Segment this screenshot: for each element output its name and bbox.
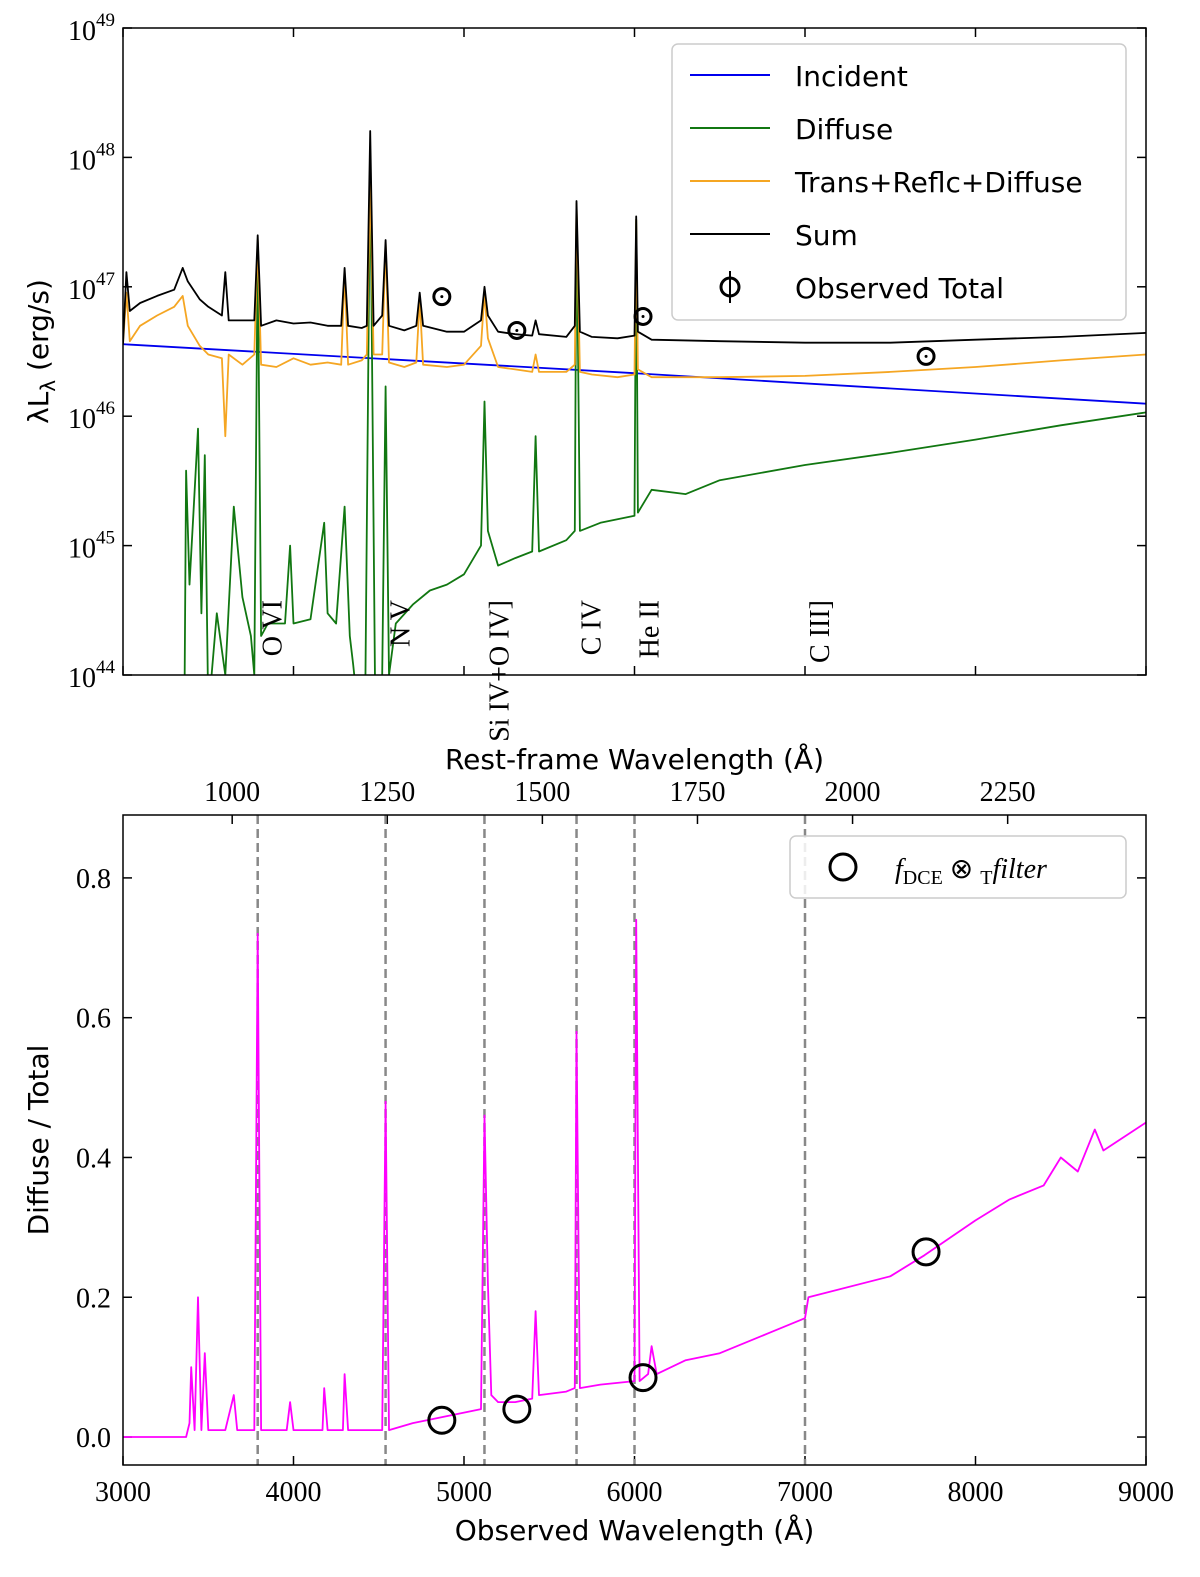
legend-label: fDCE ⊗ Tfilter	[895, 854, 1047, 889]
y-tick-exponent: 48	[96, 139, 115, 160]
y-tick-base: 10	[68, 534, 96, 565]
x-tick-label: 3000	[95, 1477, 151, 1508]
series-line	[183, 156, 1146, 675]
data-point	[911, 1237, 941, 1267]
y-tick-label: 1045	[68, 528, 115, 565]
data-point-center	[515, 328, 519, 332]
legend-label-part: ⊗	[943, 854, 980, 885]
y-tick-label: 1047	[68, 269, 115, 306]
y-tick-base: 10	[68, 16, 96, 47]
series-line	[123, 178, 1146, 438]
legend-marker	[719, 276, 741, 298]
data-point-center	[440, 295, 444, 299]
legend-box	[789, 835, 1127, 899]
y-tick-label: 0.4	[76, 1143, 111, 1174]
x2-tick-label: 1000	[204, 777, 260, 808]
data-point-center	[641, 314, 645, 318]
y-tick-exponent: 46	[96, 398, 115, 419]
x-axis-label: Observed Wavelength (Å)	[455, 1513, 815, 1547]
y-tick-label: 1048	[68, 139, 115, 176]
data-point	[427, 1405, 457, 1435]
legend-label: Observed Total	[795, 272, 1004, 305]
series-line	[123, 130, 1146, 345]
y-axis-label-part: (erg/s)	[22, 279, 55, 380]
y-axis-label: λLλ (erg/s)	[22, 279, 60, 424]
x-tick-label: 7000	[777, 1477, 833, 1508]
y-tick-exponent: 47	[96, 269, 115, 290]
legend-label-part: f	[895, 854, 906, 885]
y-tick-exponent: 45	[96, 528, 115, 549]
y-tick-label: 0.8	[76, 864, 111, 895]
plot-area	[123, 918, 1146, 1438]
series-line	[123, 918, 1146, 1438]
line-label: C III]	[805, 600, 836, 663]
legend-label-part: T	[980, 867, 992, 889]
y-tick-exponent: 44	[96, 657, 116, 678]
line-label: N V	[386, 600, 417, 647]
x2-tick-label: 1750	[669, 777, 725, 808]
x2-tick-label: 2000	[825, 777, 881, 808]
data-point-center	[924, 354, 928, 358]
x-tick-label: 4000	[266, 1477, 322, 1508]
axes-frame	[122, 27, 1147, 676]
y-tick-base: 10	[68, 275, 96, 306]
y-tick-base: 10	[68, 404, 96, 435]
x2-tick-label: 1500	[514, 777, 570, 808]
y-tick-base: 10	[68, 663, 96, 694]
data-point	[916, 346, 936, 366]
y-axis-label: Diffuse / Total	[22, 1045, 55, 1236]
data-point	[507, 320, 527, 340]
y-tick-label: 0.2	[76, 1283, 111, 1314]
legend-label-part: filter	[992, 854, 1047, 885]
legend-marker	[828, 852, 858, 882]
y-tick-label: 1044	[68, 657, 116, 694]
x2-tick-label: 1250	[359, 777, 415, 808]
x-tick-label: 5000	[436, 1477, 492, 1508]
y-tick-label: 0.6	[76, 1004, 111, 1035]
line-label: Si IV+O IV]	[484, 600, 515, 742]
plot-area	[123, 130, 1146, 675]
y-tick-label: 0.0	[76, 1423, 111, 1454]
data-point	[432, 287, 452, 307]
line-label: O VI	[258, 600, 289, 656]
x2-tick-label: 2250	[980, 777, 1036, 808]
x-tick-label: 6000	[607, 1477, 663, 1508]
legend-label: Trans+Reflc+Diffuse	[794, 166, 1083, 199]
y-tick-exponent: 49	[96, 10, 115, 31]
x2-axis-label: Rest-frame Wavelength (Å)	[445, 742, 824, 776]
y-axis-label-part: λ	[36, 380, 60, 392]
line-label: C IV	[577, 600, 608, 655]
line-label: He II	[635, 600, 666, 658]
data-point	[633, 306, 653, 326]
y-tick-label: 1046	[68, 398, 115, 435]
y-tick-label: 1049	[68, 10, 115, 47]
legend-label: Sum	[795, 219, 858, 252]
x-tick-label: 8000	[948, 1477, 1004, 1508]
legend-box	[671, 43, 1127, 321]
legend-label: Incident	[795, 60, 908, 93]
y-tick-base: 10	[68, 145, 96, 176]
data-point	[502, 1394, 532, 1424]
legend-label: Diffuse	[795, 113, 893, 146]
axes-frame	[122, 814, 1147, 1466]
data-point	[628, 1363, 658, 1393]
legend-label-part: DCE	[903, 867, 943, 889]
x-tick-label: 9000	[1118, 1477, 1174, 1508]
y-axis-label-part: λL	[22, 391, 55, 424]
